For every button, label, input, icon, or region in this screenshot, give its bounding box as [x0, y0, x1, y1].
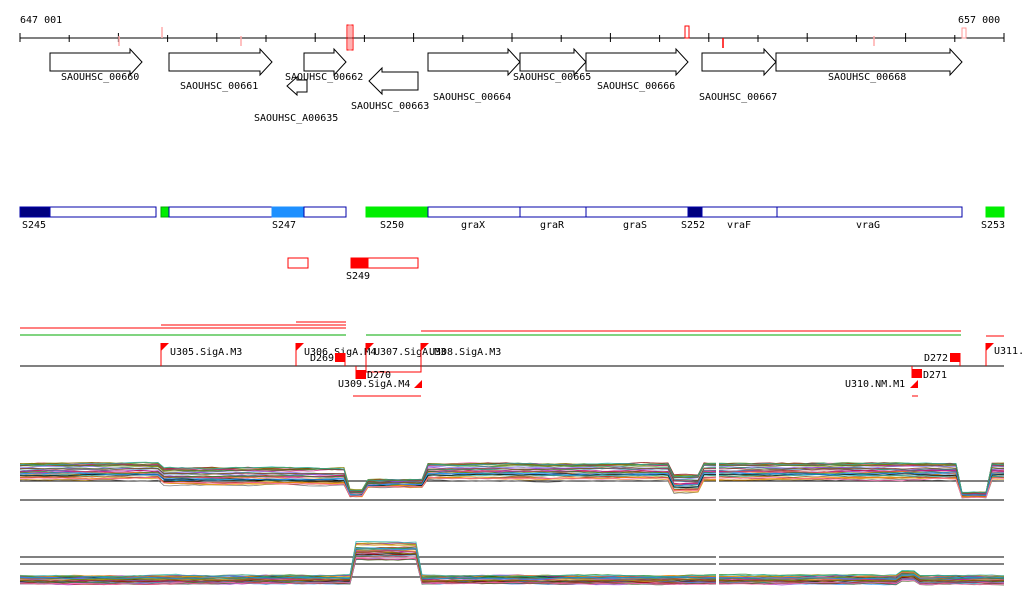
gene-arrow[interactable]: SAOUHSC_00662 — [285, 47, 363, 83]
segment-block[interactable] — [49, 206, 157, 218]
svg-text:D272: D272 — [924, 353, 948, 364]
svg-text:U311.: U311. — [994, 346, 1024, 357]
gene-arrow[interactable]: SAOUHSC_00664 — [427, 47, 521, 103]
red-segment-block[interactable] — [287, 257, 309, 269]
gene-label: SAOUHSC_00667 — [699, 92, 777, 103]
coordinate-ruler: 647 001 657 000 — [19, 15, 1005, 51]
promoter-marker[interactable]: U307.SigA.M3 — [365, 343, 446, 366]
promoter-marker[interactable]: U309.SigA.M4 — [338, 379, 422, 390]
segment-label: vraG — [856, 220, 880, 231]
promoter-marker[interactable]: U306.SigA.M4 — [295, 343, 376, 366]
segment-label: S250 — [380, 220, 404, 231]
svg-text:D269: D269 — [310, 353, 334, 364]
gene-label: SAOUHSC_A00635 — [254, 113, 338, 124]
promoter-marker[interactable]: U305.SigA.M3 — [160, 343, 242, 366]
gene-arrow[interactable]: SAOUHSC_00665 — [513, 47, 591, 83]
segment-label: S247 — [272, 220, 296, 231]
red-segment-track: S249 — [287, 257, 419, 282]
segment-block[interactable] — [687, 206, 703, 218]
gene-label: SAOUHSC_00662 — [285, 72, 363, 83]
gene-arrow[interactable]: SAOUHSC_00666 — [585, 47, 689, 92]
red-segment-block[interactable] — [367, 257, 419, 269]
segment-block[interactable] — [776, 206, 963, 218]
gene-label: SAOUHSC_00663 — [351, 101, 429, 112]
segment-label: S253 — [981, 220, 1005, 231]
segment-block[interactable] — [168, 206, 273, 218]
terminator-marker[interactable]: D272 — [924, 353, 961, 366]
segment-block[interactable] — [160, 206, 170, 218]
gene-arrow[interactable]: SAOUHSC_00667 — [699, 47, 777, 103]
segment-labels: S245 S247 S250 graX graR graS S252 vraF … — [22, 220, 1005, 231]
segment-label: vraF — [727, 220, 751, 231]
segment-track — [19, 206, 1005, 218]
red-segment-block[interactable] — [350, 257, 369, 269]
segment-label: graS — [623, 220, 647, 231]
segment-label: S252 — [681, 220, 705, 231]
promoter-marker[interactable]: U308.SigA.M3 — [420, 343, 501, 366]
terminator-marker[interactable]: D269 — [310, 353, 346, 366]
regulatory-track: U305.SigA.M3 U306.SigA.M4 U307.SigA.M3 U… — [20, 321, 1024, 397]
segment-block[interactable] — [271, 206, 305, 218]
gene-arrow[interactable]: SAOUHSC_00668 — [775, 47, 963, 83]
segment-block[interactable] — [365, 206, 429, 218]
segment-label: S245 — [22, 220, 46, 231]
promoter-marker[interactable]: U311. — [985, 343, 1024, 366]
gene-label: SAOUHSC_00668 — [828, 72, 906, 83]
expression-track-lower — [19, 540, 1005, 586]
svg-text:U310.NM.M1: U310.NM.M1 — [845, 379, 905, 390]
gene-label: SAOUHSC_00660 — [61, 72, 139, 83]
segment-block[interactable] — [427, 206, 521, 218]
segment-block[interactable] — [19, 206, 51, 218]
gene-track: SAOUHSC_00660 SAOUHSC_00661 SAOUHSC_0066… — [49, 47, 963, 124]
gene-label: SAOUHSC_00664 — [433, 92, 511, 103]
svg-text:U306.SigA.M4: U306.SigA.M4 — [304, 347, 376, 358]
svg-text:U305.SigA.M3: U305.SigA.M3 — [170, 347, 242, 358]
red-segment-label: S249 — [346, 271, 370, 282]
promoter-marker[interactable]: U310.NM.M1 — [845, 379, 918, 390]
gene-label: SAOUHSC_00666 — [597, 81, 675, 92]
segment-label: graX — [461, 220, 485, 231]
segment-block[interactable] — [585, 206, 689, 218]
gene-label: SAOUHSC_00661 — [180, 81, 258, 92]
svg-text:U309.SigA.M4: U309.SigA.M4 — [338, 379, 410, 390]
segment-block[interactable] — [519, 206, 587, 218]
segment-block[interactable] — [701, 206, 778, 218]
expression-track-upper — [19, 461, 1005, 501]
gene-label: SAOUHSC_00665 — [513, 72, 591, 83]
gene-arrow[interactable]: SAOUHSC_00663 — [351, 66, 429, 112]
svg-text:U308.SigA.M3: U308.SigA.M3 — [429, 347, 501, 358]
segment-block[interactable] — [303, 206, 347, 218]
terminator-marker[interactable]: D270 — [355, 366, 391, 381]
terminator-marker[interactable]: D271 — [911, 366, 947, 381]
svg-text:U307.SigA.M3: U307.SigA.M3 — [374, 347, 446, 358]
svg-text:D271: D271 — [923, 370, 947, 381]
segment-block[interactable] — [985, 206, 1005, 218]
segment-label: graR — [540, 220, 565, 231]
gene-arrow[interactable]: SAOUHSC_00660 — [49, 47, 143, 83]
gene-arrow[interactable]: SAOUHSC_A00635 — [254, 75, 338, 124]
ruler-end-label: 657 000 — [958, 15, 1000, 26]
gene-arrow[interactable]: SAOUHSC_00661 — [168, 47, 273, 92]
svg-text:D270: D270 — [367, 370, 391, 381]
ruler-start-label: 647 001 — [20, 15, 62, 26]
